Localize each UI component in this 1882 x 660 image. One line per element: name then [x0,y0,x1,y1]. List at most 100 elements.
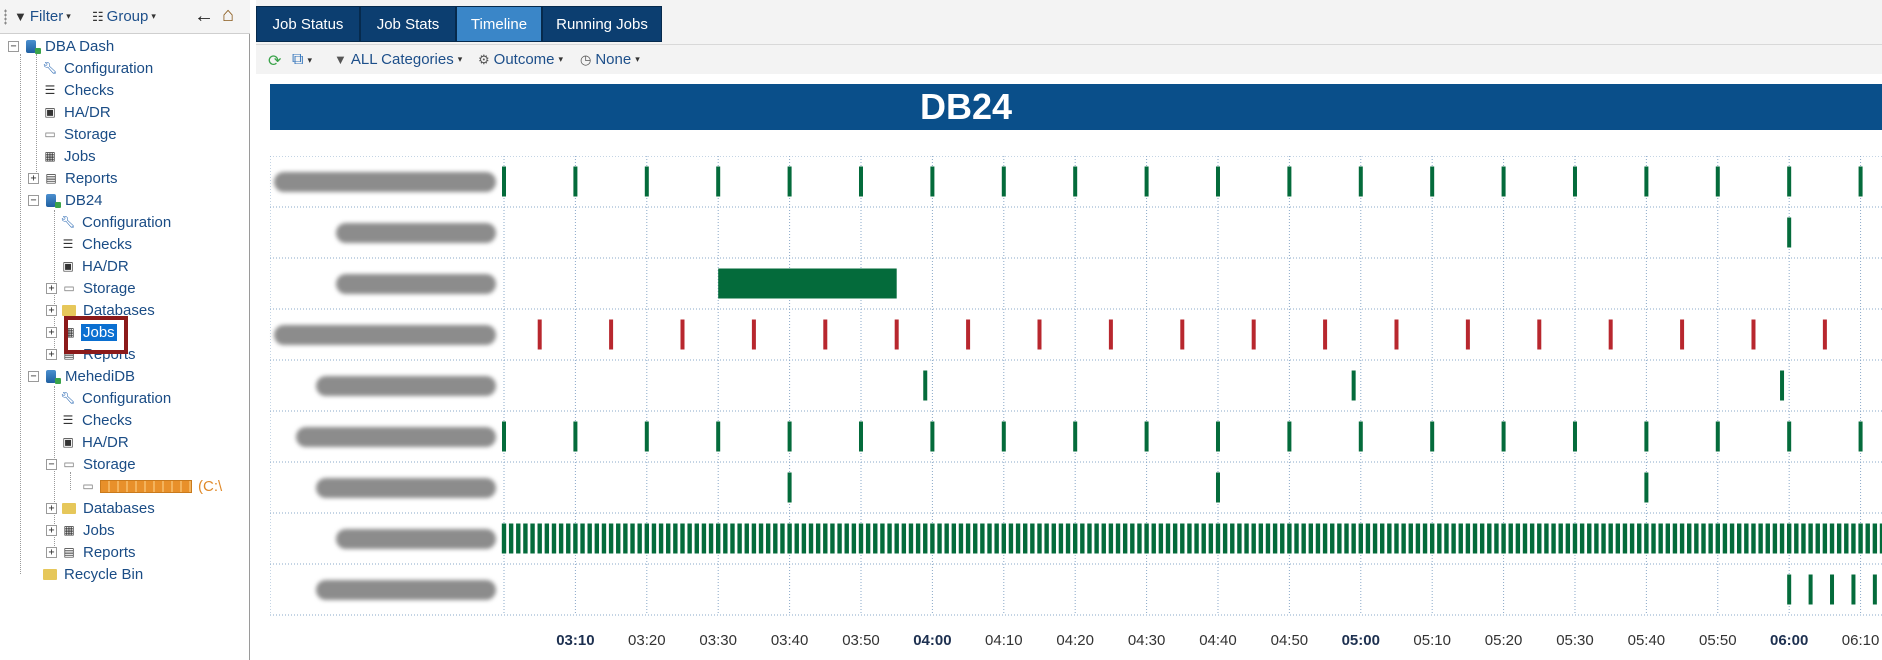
database-server-icon [23,38,41,54]
tree-node-mehedi-ha-dr[interactable]: ▣ HA/DR [60,432,131,452]
tree-node-dba-dash[interactable]: − DBA Dash [8,36,116,56]
x-tick-label: 03:40 [771,632,809,649]
job-run-mark [1737,523,1742,554]
redacted-text-blur [316,579,496,600]
job-run-mark [1258,523,1264,554]
job-run-mark [880,523,885,554]
tree-node-mehedi-reports[interactable]: + ▤ Reports [46,542,138,562]
job-run-mark [1787,217,1792,248]
job-run-mark [1508,523,1513,554]
job-name-label-redacted [270,207,496,258]
job-run-mark [1422,523,1428,554]
tab-label: Timeline [470,15,528,33]
job-run-mark [1323,319,1328,350]
job-run-mark [787,166,792,197]
expand-toggle[interactable]: + [46,524,57,536]
tree-node-configuration[interactable]: 🔧︎ Configuration [42,58,155,78]
tree-node-label: DB24 [65,191,103,209]
tree-node-label: Jobs [64,147,96,165]
job-run-mark [1244,523,1249,554]
job-run-mark [1472,523,1478,554]
redacted-text-blur [336,528,496,549]
job-run-mark [551,523,557,554]
tree-node-label-selected: Jobs [81,323,117,341]
tree-node-db24-checks[interactable]: ☰ Checks [60,234,134,254]
job-run-mark [1658,523,1663,554]
outcome-dropdown[interactable]: ⚙ Outcome ▾ [478,51,563,68]
expand-toggle[interactable]: + [46,546,57,558]
tree-node-mehedidb[interactable]: − MehediDB [28,366,137,386]
tab-job-status[interactable]: Job Status [256,6,360,42]
tree-node-db24-databases[interactable]: + Databases [46,300,157,320]
collapse-toggle[interactable]: − [28,370,39,382]
tree-node-mehedi-databases[interactable]: + Databases [46,498,157,518]
job-run-mark [508,523,514,554]
tree-node-db24[interactable]: − DB24 [28,190,105,210]
arrow-left-icon[interactable]: ← [194,5,214,27]
expand-toggle[interactable]: + [46,348,57,360]
job-run-mark [844,523,849,554]
job-run-mark [951,523,957,554]
job-run-mark [1694,523,1699,554]
tree-node-mehedi-checks[interactable]: ☰ Checks [60,410,134,430]
tab-timeline[interactable]: Timeline [456,6,542,42]
tree-node-mehedi-jobs[interactable]: + ▦ Jobs [46,520,117,540]
tree-node-mehedi-storage[interactable]: − ▭ Storage [46,454,138,474]
expand-toggle[interactable]: + [46,326,57,338]
tree-node-ha-dr[interactable]: ▣ HA/DR [42,102,113,122]
tree-node-db24-configuration[interactable]: 🔧︎ Configuration [60,212,173,232]
category-filter-label: ALL Categories [350,51,454,68]
main-content-area: Job Status Job Stats Timeline Running Jo… [256,0,1882,660]
tree-node-jobs[interactable]: ▦ Jobs [42,146,98,166]
redacted-text-blur [274,324,496,345]
job-run-mark [1522,523,1528,554]
job-run-mark [723,523,728,554]
tree-node-db24-storage[interactable]: + ▭ Storage [46,278,138,298]
job-run-mark [751,523,757,554]
job-run-mark [1665,523,1671,554]
category-filter-dropdown[interactable]: ▼ ALL Categories ▾ [334,51,462,68]
collapse-toggle[interactable]: − [28,194,39,206]
copy-dropdown[interactable]: ⧉ ▾ [292,51,312,69]
time-group-dropdown[interactable]: ◷ None ▾ [580,51,640,68]
tree-node-storage[interactable]: ▭ Storage [42,124,119,144]
tab-job-stats[interactable]: Job Stats [360,6,456,42]
refresh-icon: ⟳ [268,53,282,70]
job-run-mark [1872,523,1878,554]
job-run-mark [1337,523,1342,554]
job-run-mark [1101,523,1106,554]
report-icon: ▤ [63,545,75,559]
calendar-icon: ▦ [63,325,75,339]
tree-node-recycle-bin[interactable]: Recycle Bin [42,564,145,584]
clock-icon: ◷ [580,51,592,67]
expand-toggle[interactable]: + [46,282,57,294]
filter-dropdown[interactable]: ▼ Filter ▾ [14,8,71,25]
tree-node-mehedi-drive[interactable]: ▭ (C:\ [80,476,222,496]
tree-node-reports[interactable]: + ▤ Reports [28,168,120,188]
collapse-toggle[interactable]: − [46,458,57,470]
expand-toggle[interactable]: + [28,172,39,184]
tree-node-db24-reports[interactable]: + ▤ Reports [46,344,138,364]
servers-icon: ▣ [44,105,56,119]
job-run-mark [1787,421,1792,452]
expand-toggle[interactable]: + [46,304,57,316]
home-icon[interactable]: ⌂ [222,4,235,26]
group-dropdown[interactable]: ☷ Group ▾ [92,8,156,25]
tab-running-jobs[interactable]: Running Jobs [542,6,662,42]
expand-toggle[interactable]: + [46,502,57,514]
job-run-mark [651,523,657,554]
drive-label: (C:\ [198,477,223,495]
job-run-mark [1087,523,1092,554]
job-run-mark [1301,523,1306,554]
refresh-button[interactable]: ⟳ [268,51,281,71]
tree-node-db24-ha-dr[interactable]: ▣ HA/DR [60,256,131,276]
job-run-mark [1172,523,1178,554]
tree-node-mehedi-configuration[interactable]: 🔧︎ Configuration [60,388,173,408]
tree-node-checks[interactable]: ☰ Checks [42,80,116,100]
tree-node-db24-jobs[interactable]: + ▦ Jobs [46,322,117,342]
collapse-toggle[interactable]: − [8,40,19,52]
job-run-mark [1429,523,1435,554]
report-icon: ▤ [45,171,57,185]
job-run-mark [1080,523,1085,554]
checklist-icon: ☰ [62,413,74,427]
